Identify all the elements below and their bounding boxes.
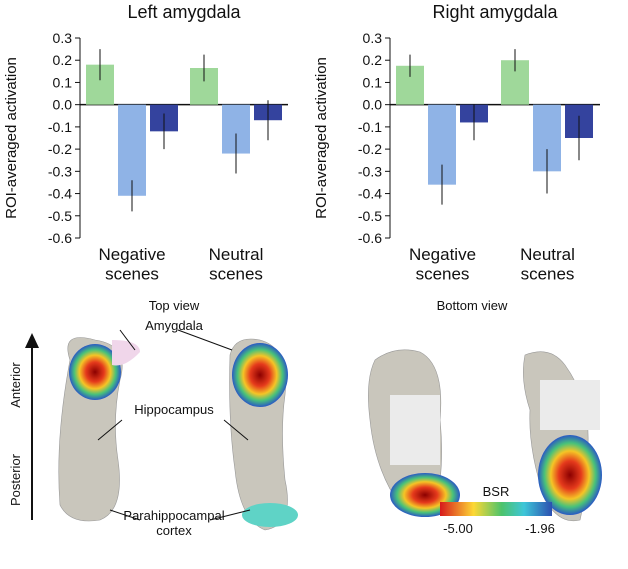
y-tick-label: -0.2 — [48, 141, 72, 157]
y-tick-label: 0.0 — [53, 97, 73, 113]
x-tick-label: Neutral scenes — [209, 245, 264, 284]
y-tick-label: 0.3 — [53, 30, 73, 46]
x-tick-label: Negative scenes — [98, 245, 165, 284]
y-tick-label: -0.1 — [358, 119, 382, 135]
y-tick-label: -0.2 — [358, 141, 382, 157]
y-axis-label: ROI-averaged activation — [3, 57, 20, 219]
colorbar-label: -5.00 — [443, 521, 473, 536]
x-tick-label: Negative scenes — [409, 245, 476, 284]
label: Parahippocampal cortex — [123, 508, 224, 538]
y-tick-label: -0.4 — [48, 186, 72, 202]
y-tick-label: -0.6 — [358, 230, 382, 246]
label: Hippocampus — [134, 402, 214, 417]
y-tick-label: -0.6 — [48, 230, 72, 246]
label: Top view — [149, 298, 200, 313]
y-tick-label: -0.4 — [358, 186, 382, 202]
colorbar-label: -1.96 — [525, 521, 555, 536]
y-tick-label: -0.5 — [358, 208, 382, 224]
y-tick-label: -0.3 — [48, 163, 72, 179]
chart-title: Left amygdala — [127, 2, 241, 22]
y-tick-label: 0.1 — [363, 74, 383, 90]
colorbar-title: BSR — [483, 484, 510, 499]
label: Posterior — [8, 453, 23, 506]
x-tick-label: Neutral scenes — [520, 245, 575, 284]
y-tick-label: 0.3 — [363, 30, 383, 46]
label: Bottom view — [437, 298, 508, 313]
y-tick-label: -0.5 — [48, 208, 72, 224]
y-tick-label: 0.1 — [53, 74, 73, 90]
y-tick-label: 0.2 — [363, 52, 383, 68]
y-tick-label: -0.3 — [358, 163, 382, 179]
label: Anterior — [8, 362, 23, 408]
brain-images — [25, 329, 602, 531]
chart-title: Right amygdala — [432, 2, 558, 22]
y-tick-label: -0.1 — [48, 119, 72, 135]
y-tick-label: 0.0 — [363, 97, 383, 113]
label: Amygdala — [145, 318, 204, 333]
y-axis-label: ROI-averaged activation — [313, 57, 330, 219]
y-tick-label: 0.2 — [53, 52, 73, 68]
